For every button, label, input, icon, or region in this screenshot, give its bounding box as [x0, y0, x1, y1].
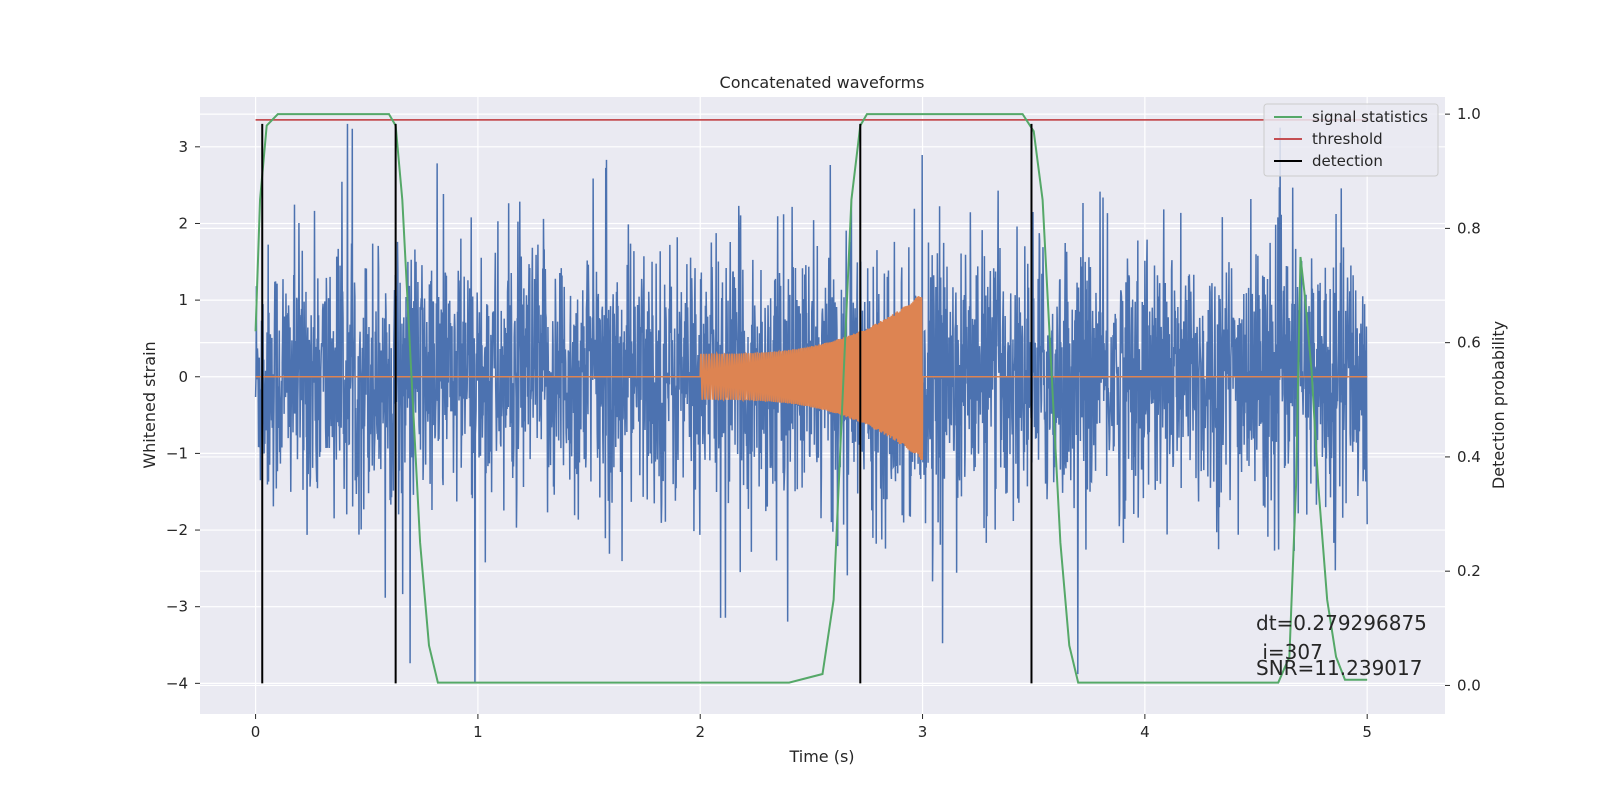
legend-label-detection: detection [1312, 152, 1383, 170]
y2-tick-label: 0.8 [1457, 219, 1481, 237]
y2-tick-label: 0.0 [1457, 676, 1481, 694]
strain-line [254, 123, 1368, 684]
y-tick-label: 0 [178, 368, 188, 386]
annotation-dt: dt=0.279296875 [1256, 611, 1427, 635]
y2-tick-label: 0.6 [1457, 334, 1481, 352]
x-tick-label: 2 [695, 723, 705, 741]
y2-tick-label: 1.0 [1457, 105, 1481, 123]
y-ticks: −4 −3 −2 −1 0 1 2 3 [166, 138, 200, 692]
x-tick-label: 0 [251, 723, 261, 741]
x-ticks: 0 1 2 3 4 5 [251, 714, 1372, 741]
x-axis-label: Time (s) [788, 747, 854, 766]
annotation-snr: SNR=11.239017 [1256, 656, 1422, 680]
y-tick-label: −3 [166, 598, 188, 616]
y2-tick-label: 0.4 [1457, 448, 1481, 466]
y-tick-label: −4 [166, 674, 188, 692]
y-tick-label: 1 [178, 291, 188, 309]
y-tick-label: 3 [178, 138, 188, 156]
legend-label-statistics: signal statistics [1312, 108, 1428, 126]
y2-tick-label: 0.2 [1457, 562, 1481, 580]
y-tick-label: −1 [166, 444, 188, 462]
statistics-line [254, 113, 1368, 684]
strain-series [254, 123, 1368, 684]
y-axis-label: Whitened strain [140, 341, 159, 468]
legend-box [1263, 103, 1439, 177]
template-series [255, 296, 1368, 461]
x-tick-label: 3 [918, 723, 928, 741]
x-tick-label: 1 [473, 723, 483, 741]
legend: signal statistics threshold detection [1263, 103, 1439, 177]
annotation-index: i=307 [1256, 640, 1323, 664]
annotation: dt=0.279296875 i=307 SNR=11.239017 [1256, 611, 1427, 680]
detection-series [261, 123, 1033, 684]
x-tick-label: 4 [1140, 723, 1150, 741]
y-tick-label: 2 [178, 214, 188, 232]
y-tick-label: −2 [166, 521, 188, 539]
y2-ticks: 0.0 0.2 0.4 0.6 0.8 1.0 [1445, 105, 1481, 694]
x-tick-label: 5 [1362, 723, 1372, 741]
legend-label-threshold: threshold [1312, 130, 1383, 148]
template-line [255, 296, 1368, 461]
chart-title: Concatenated waveforms [720, 73, 925, 92]
statistics-series [254, 113, 1368, 684]
y2-axis-label: Detection probability [1489, 321, 1508, 489]
